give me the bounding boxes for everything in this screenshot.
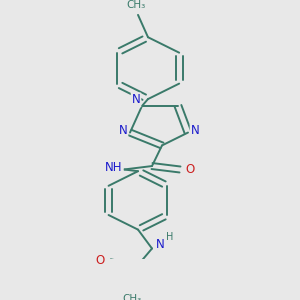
Text: O: O — [185, 163, 195, 176]
Text: N: N — [156, 238, 164, 251]
Text: NH: NH — [105, 161, 123, 174]
Text: CH₃: CH₃ — [122, 294, 142, 300]
Text: O: O — [95, 254, 105, 267]
Text: N: N — [118, 124, 127, 137]
Text: N: N — [190, 124, 200, 137]
Text: N: N — [132, 93, 140, 106]
Text: CH₃: CH₃ — [126, 0, 146, 11]
Text: H: H — [166, 232, 174, 242]
